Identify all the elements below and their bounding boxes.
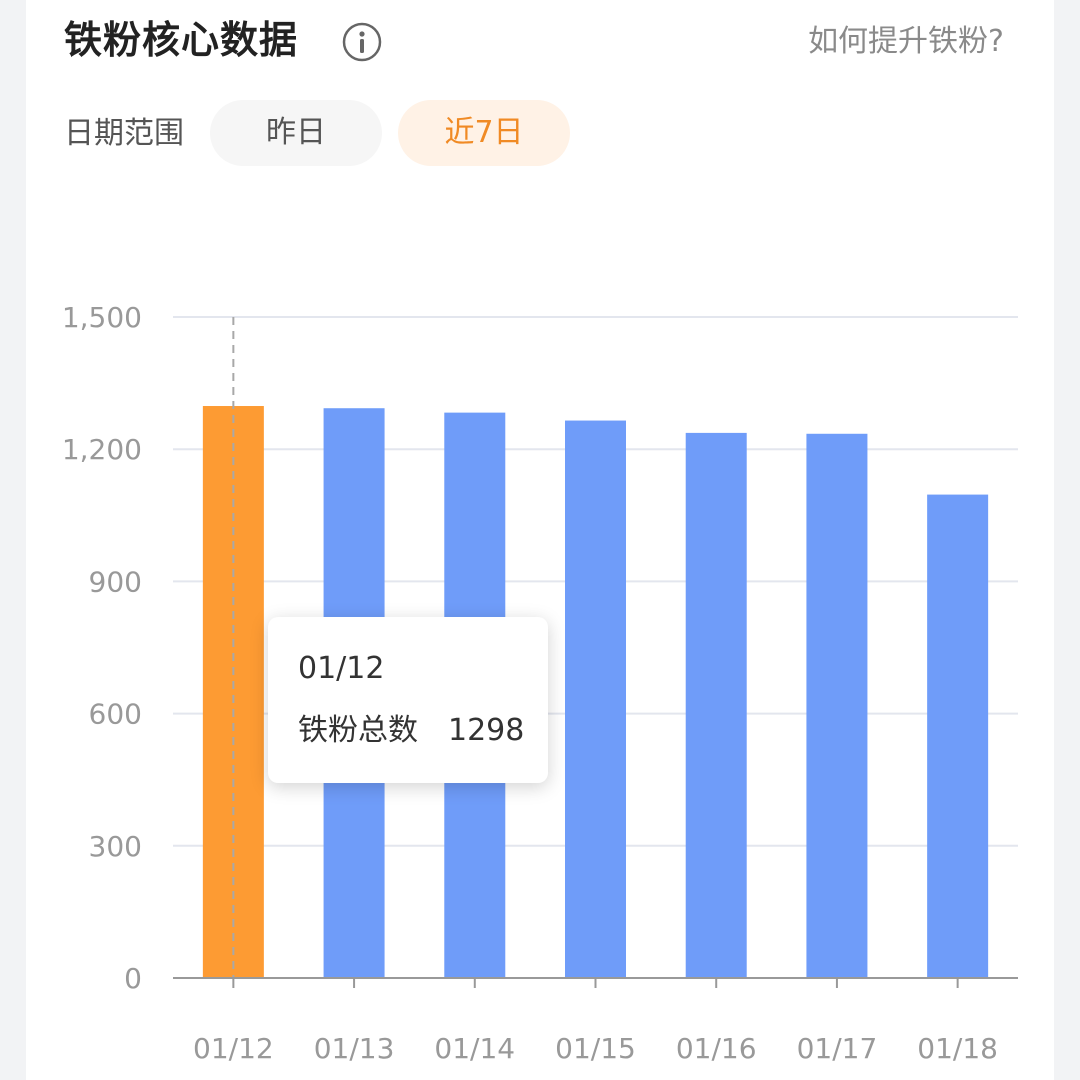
info-icon[interactable] (342, 22, 382, 62)
x-tick-label: 01/17 (797, 1032, 878, 1065)
bar (927, 494, 989, 978)
x-tick-label: 01/12 (193, 1032, 274, 1065)
tooltip-date: 01/12 (298, 651, 385, 686)
chart-tooltip: 01/12 铁粉总数 1298 (268, 617, 548, 783)
x-tick-label: 01/18 (917, 1032, 998, 1065)
x-tick-label: 01/13 (314, 1032, 395, 1065)
y-tick-label: 0 (124, 962, 142, 995)
y-tick-label: 300 (89, 830, 142, 863)
bar (685, 432, 747, 978)
tooltip-value: 1298 (448, 713, 525, 748)
x-tick-label: 01/15 (555, 1032, 636, 1065)
date-range-label: 日期范围 (64, 116, 184, 151)
bar (806, 433, 868, 978)
help-link[interactable]: 如何提升铁粉? (808, 24, 1004, 59)
y-tick-label: 1,500 (62, 301, 142, 334)
x-tick-label: 01/16 (676, 1032, 757, 1065)
y-tick-label: 1,200 (62, 433, 142, 466)
page-title: 铁粉核心数据 (64, 18, 299, 62)
y-tick-label: 600 (89, 698, 142, 731)
tooltip-label: 铁粉总数 (298, 713, 418, 748)
range-7days-button[interactable]: 近7日 (398, 100, 570, 166)
x-tick-label: 01/14 (434, 1032, 515, 1065)
y-tick-label: 900 (89, 565, 142, 598)
core-data-card: 铁粉核心数据 如何提升铁粉? 日期范围 昨日 近7日 (26, 0, 1054, 1080)
bar (565, 420, 626, 979)
range-yesterday-button[interactable]: 昨日 (210, 100, 382, 166)
